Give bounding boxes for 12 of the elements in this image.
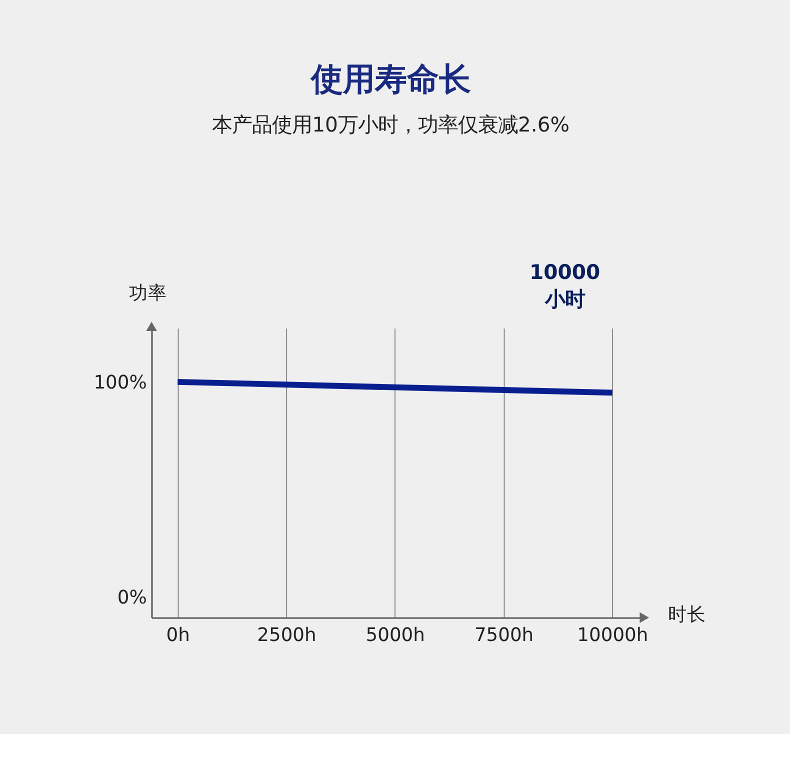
text: 10000 小时 [529, 260, 600, 312]
x-tick-label: 5000h [366, 624, 425, 646]
x-axis-title: 时长 [668, 604, 706, 626]
x-tick-label: 0h [166, 624, 190, 646]
x-tick-label: 10000h [577, 624, 648, 646]
y-tick-label: 100% [94, 372, 147, 394]
chart-title: 使用寿命长 [310, 60, 471, 98]
y-axis-title: 功率 [128, 282, 167, 304]
x-tick-label: 7500h [474, 624, 534, 646]
chart-subtitle: 本产品使用10万小时，功率仅衰减2.6% [212, 112, 570, 137]
x-tick-label: 2500h [257, 624, 316, 646]
y-tick-label: 0% [117, 588, 147, 609]
